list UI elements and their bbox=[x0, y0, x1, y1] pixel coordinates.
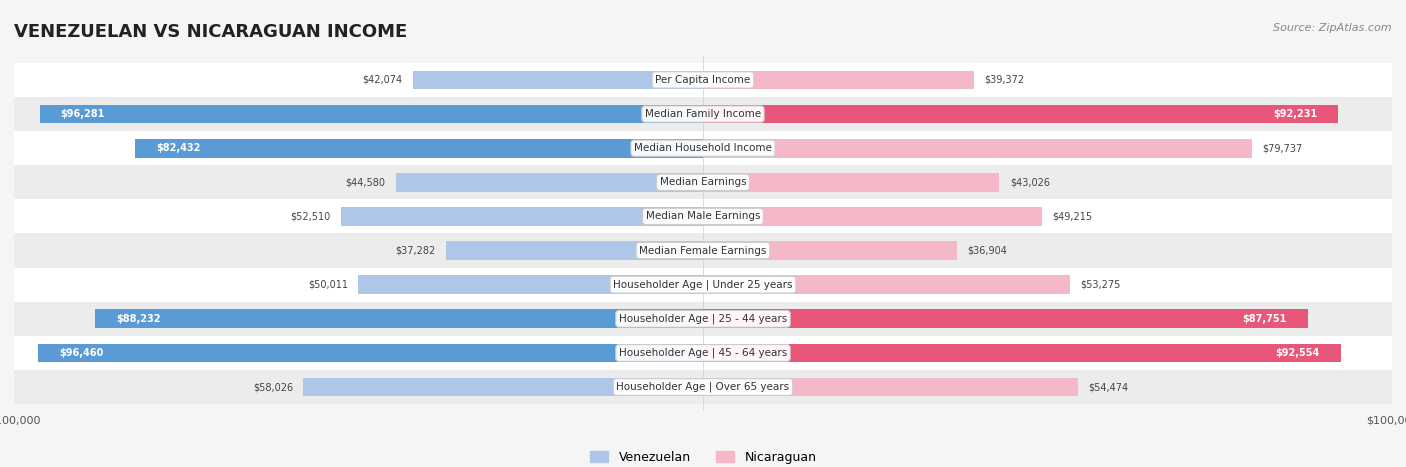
Bar bbox=[14, 234, 1392, 268]
Bar bbox=[703, 173, 1000, 191]
Text: $53,275: $53,275 bbox=[1080, 280, 1121, 290]
Bar bbox=[703, 344, 1341, 362]
Text: $37,282: $37,282 bbox=[395, 246, 436, 255]
Bar bbox=[14, 63, 1392, 97]
Bar bbox=[703, 139, 1253, 157]
Bar bbox=[14, 97, 1392, 131]
Text: $43,026: $43,026 bbox=[1010, 177, 1050, 187]
Bar bbox=[14, 131, 1392, 165]
Bar bbox=[304, 378, 703, 396]
Text: $42,074: $42,074 bbox=[363, 75, 402, 85]
Text: $92,231: $92,231 bbox=[1274, 109, 1317, 119]
Text: Median Male Earnings: Median Male Earnings bbox=[645, 212, 761, 221]
Bar bbox=[703, 378, 1078, 396]
Text: $96,281: $96,281 bbox=[60, 109, 104, 119]
Bar bbox=[703, 105, 1339, 123]
Legend: Venezuelan, Nicaraguan: Venezuelan, Nicaraguan bbox=[585, 446, 821, 467]
Text: VENEZUELAN VS NICARAGUAN INCOME: VENEZUELAN VS NICARAGUAN INCOME bbox=[14, 23, 408, 42]
Text: $52,510: $52,510 bbox=[291, 212, 330, 221]
Text: Median Female Earnings: Median Female Earnings bbox=[640, 246, 766, 255]
Bar bbox=[703, 207, 1042, 226]
Text: $36,904: $36,904 bbox=[967, 246, 1008, 255]
Bar bbox=[342, 207, 703, 226]
Bar bbox=[14, 268, 1392, 302]
Bar bbox=[14, 199, 1392, 234]
Bar bbox=[14, 302, 1392, 336]
Bar bbox=[703, 241, 957, 260]
Bar bbox=[135, 139, 703, 157]
Bar bbox=[396, 173, 703, 191]
Text: $54,474: $54,474 bbox=[1088, 382, 1129, 392]
Bar bbox=[96, 310, 703, 328]
Text: $50,011: $50,011 bbox=[308, 280, 349, 290]
Text: $96,460: $96,460 bbox=[59, 348, 104, 358]
Text: $39,372: $39,372 bbox=[984, 75, 1025, 85]
Text: Householder Age | Under 25 years: Householder Age | Under 25 years bbox=[613, 279, 793, 290]
Bar bbox=[14, 336, 1392, 370]
Text: $79,737: $79,737 bbox=[1263, 143, 1303, 153]
Text: $87,751: $87,751 bbox=[1243, 314, 1286, 324]
Bar bbox=[38, 344, 703, 362]
Text: $49,215: $49,215 bbox=[1053, 212, 1092, 221]
Bar bbox=[413, 71, 703, 89]
Text: Median Earnings: Median Earnings bbox=[659, 177, 747, 187]
Text: Householder Age | 25 - 44 years: Householder Age | 25 - 44 years bbox=[619, 313, 787, 324]
Text: Median Household Income: Median Household Income bbox=[634, 143, 772, 153]
Bar bbox=[703, 310, 1308, 328]
Bar bbox=[359, 276, 703, 294]
Bar bbox=[14, 370, 1392, 404]
Text: $82,432: $82,432 bbox=[156, 143, 200, 153]
Bar bbox=[446, 241, 703, 260]
Bar bbox=[39, 105, 703, 123]
Text: $44,580: $44,580 bbox=[346, 177, 385, 187]
Text: Householder Age | Over 65 years: Householder Age | Over 65 years bbox=[616, 382, 790, 392]
Text: Per Capita Income: Per Capita Income bbox=[655, 75, 751, 85]
Text: $58,026: $58,026 bbox=[253, 382, 292, 392]
Text: Median Family Income: Median Family Income bbox=[645, 109, 761, 119]
Bar bbox=[703, 276, 1070, 294]
Text: $88,232: $88,232 bbox=[115, 314, 160, 324]
Text: Source: ZipAtlas.com: Source: ZipAtlas.com bbox=[1274, 23, 1392, 33]
Bar bbox=[14, 165, 1392, 199]
Bar bbox=[703, 71, 974, 89]
Text: $92,554: $92,554 bbox=[1275, 348, 1320, 358]
Text: Householder Age | 45 - 64 years: Householder Age | 45 - 64 years bbox=[619, 348, 787, 358]
